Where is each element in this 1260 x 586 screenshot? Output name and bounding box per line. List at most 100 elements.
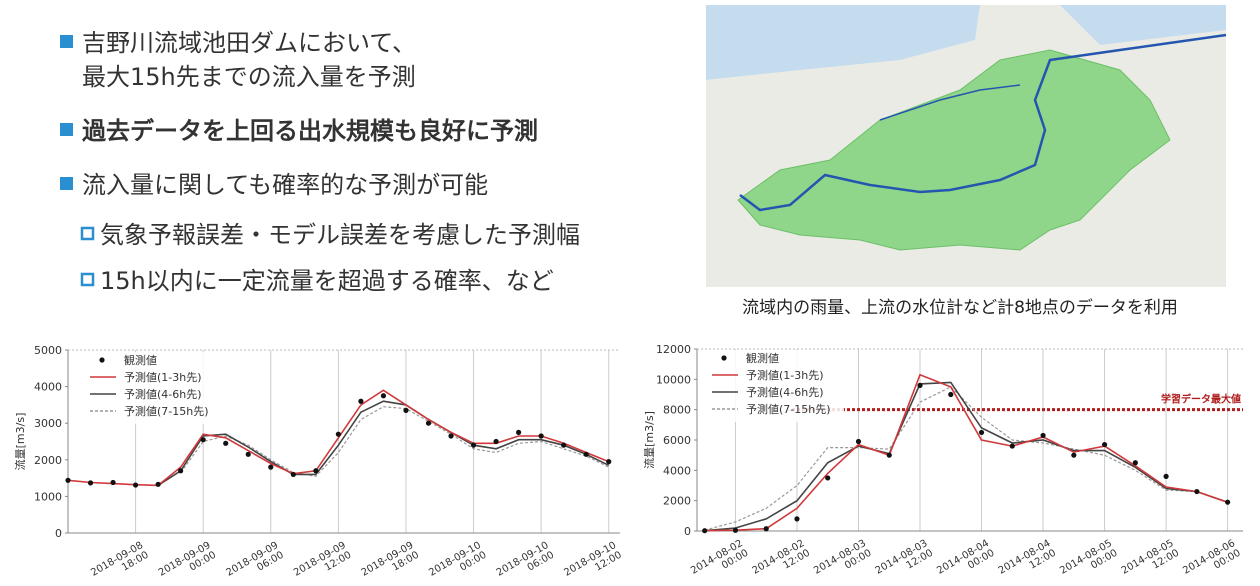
observed-point bbox=[290, 471, 296, 478]
x-tick-label: 2014-08-0300:00 bbox=[812, 538, 873, 586]
observed-point bbox=[1040, 432, 1046, 439]
sub-bullet-text: 15h以内に一定流量を超過する確率、など bbox=[100, 267, 554, 295]
observed-point bbox=[1225, 499, 1231, 505]
observed-point bbox=[1194, 488, 1200, 495]
observed-point bbox=[583, 451, 589, 457]
observed-point bbox=[794, 516, 800, 522]
x-tick-label: 2018-09-1012:00 bbox=[562, 540, 623, 586]
y-tick-label: 4000 bbox=[663, 464, 691, 477]
observed-point bbox=[1009, 443, 1015, 449]
legend-marker bbox=[721, 355, 727, 361]
y-tick-label: 10000 bbox=[656, 373, 691, 386]
bullet-text: 吉野川流域池田ダムにおいて、 bbox=[82, 29, 416, 57]
observed-point bbox=[886, 452, 892, 458]
map bbox=[706, 5, 1227, 287]
y-tick-label: 1000 bbox=[34, 490, 62, 503]
observed-point bbox=[855, 438, 862, 445]
legend-label: 予測値(1-3h先) bbox=[746, 368, 824, 382]
observed-point bbox=[538, 433, 544, 439]
observed-point bbox=[732, 527, 739, 533]
x-tick-label: 2014-08-0312:00 bbox=[874, 538, 935, 586]
observed-point bbox=[155, 481, 161, 487]
series-line bbox=[704, 373, 1228, 532]
y-tick-label: 12000 bbox=[656, 343, 691, 356]
y-tick-label: 4000 bbox=[34, 381, 62, 394]
x-tick-label: 2014-08-0212:00 bbox=[751, 538, 812, 586]
observed-point bbox=[110, 479, 116, 486]
y-tick-label: 6000 bbox=[663, 434, 691, 447]
y-tick-label: 5000 bbox=[34, 344, 62, 357]
legend-label: 予測値(7-15h先) bbox=[124, 404, 209, 418]
observed-point bbox=[200, 437, 206, 443]
observed-point bbox=[380, 393, 387, 399]
x-tick-label: 2018-09-0906:00 bbox=[224, 540, 285, 586]
bullet-text: 最大15h先までの流入量を予測 bbox=[82, 63, 416, 91]
observed-point bbox=[948, 391, 954, 398]
observed-point bbox=[917, 382, 923, 388]
bullet-text: 過去データを上回る出水規模も良好に予測 bbox=[82, 117, 538, 145]
y-tick-label: 0 bbox=[55, 527, 62, 540]
observed-point bbox=[493, 438, 499, 445]
observed-point bbox=[178, 468, 184, 474]
x-tick-label: 2018-09-1000:00 bbox=[427, 540, 488, 586]
observed-point bbox=[763, 526, 769, 532]
y-tick-label: 0 bbox=[684, 525, 691, 538]
sub-bullet-square bbox=[80, 226, 95, 241]
y-tick-label: 3000 bbox=[34, 417, 62, 430]
bullet-square bbox=[60, 35, 73, 48]
x-tick-label: 2014-08-0512:00 bbox=[1120, 538, 1181, 586]
y-axis-label: 流量[m3/s] bbox=[642, 411, 656, 469]
observed-point bbox=[223, 440, 229, 446]
observed-point bbox=[403, 407, 409, 413]
observed-point bbox=[268, 464, 274, 470]
observed-point bbox=[132, 482, 139, 488]
observed-point bbox=[1163, 473, 1169, 479]
observed-point bbox=[470, 442, 477, 448]
sub-bullet-text: 気象予報誤差・モデル誤差を考慮した予測幅 bbox=[100, 221, 580, 249]
observed-point bbox=[702, 528, 708, 534]
legend-label: 観測値 bbox=[746, 351, 779, 365]
x-tick-label: 2014-08-0500:00 bbox=[1058, 538, 1119, 586]
bullet-square bbox=[60, 177, 73, 190]
observed-point bbox=[87, 480, 94, 486]
legend-box bbox=[706, 350, 844, 422]
series-line bbox=[704, 381, 1228, 532]
observed-point bbox=[978, 429, 985, 436]
observed-point bbox=[561, 442, 567, 448]
y-tick-label: 2000 bbox=[34, 454, 62, 467]
reference-label: 学習データ最大値 bbox=[1161, 393, 1241, 406]
legend-label: 観測値 bbox=[124, 353, 157, 367]
observed-point bbox=[425, 420, 432, 426]
map-caption: 流域内の雨量、上流の水位計など計8地点のデータを利用 bbox=[742, 297, 1178, 318]
observed-point bbox=[1132, 460, 1138, 466]
series-line bbox=[180, 406, 609, 477]
observed-point bbox=[448, 433, 454, 439]
y-axis-label: 流量[m3/s] bbox=[13, 413, 27, 471]
observed-point bbox=[358, 398, 364, 404]
x-tick-label: 2018-09-0818:00 bbox=[89, 540, 150, 586]
x-tick-label: 2018-09-0918:00 bbox=[360, 540, 421, 586]
y-tick-label: 2000 bbox=[663, 495, 691, 508]
x-tick-label: 2018-09-1006:00 bbox=[495, 540, 556, 586]
observed-point bbox=[245, 451, 251, 457]
y-tick-label: 8000 bbox=[663, 404, 691, 417]
observed-point bbox=[1071, 452, 1077, 458]
bullet-square bbox=[60, 123, 73, 136]
legend-label: 予測値(4-6h先) bbox=[124, 387, 202, 401]
x-tick-label: 2018-09-0900:00 bbox=[157, 540, 218, 586]
observed-point bbox=[335, 431, 341, 437]
legend-box bbox=[84, 352, 222, 424]
x-tick-label: 2014-08-0600:00 bbox=[1181, 538, 1242, 586]
observed-point bbox=[65, 477, 71, 483]
x-tick-label: 2014-08-0412:00 bbox=[997, 538, 1058, 586]
observed-point bbox=[313, 468, 319, 474]
x-tick-label: 2018-09-0912:00 bbox=[292, 540, 353, 586]
observed-point bbox=[606, 459, 612, 465]
x-tick-label: 2014-08-0400:00 bbox=[935, 538, 996, 586]
legend-label: 予測値(4-6h先) bbox=[746, 385, 824, 399]
series-line bbox=[704, 386, 1228, 531]
bullet-text: 流入量に関しても確率的な予測が可能 bbox=[82, 171, 488, 199]
observed-point bbox=[825, 475, 831, 481]
sub-bullet-square bbox=[80, 272, 95, 287]
